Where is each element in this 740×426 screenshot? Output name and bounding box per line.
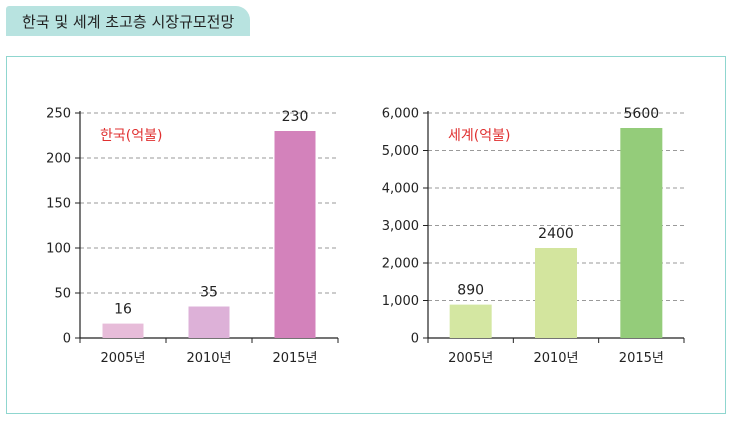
chart1-unit-label: 한국(억불) [100, 128, 162, 144]
chart1-y-tick-label: 150 [46, 197, 71, 212]
chart1-bar [188, 306, 230, 338]
chart1-data-label: 230 [282, 109, 309, 125]
chart1-y-tick-label: 200 [46, 152, 71, 167]
page-title: 한국 및 세계 초고층 시장규모전망 [22, 12, 235, 31]
chart1-data-label: 16 [114, 302, 132, 318]
chart2-x-tick-label: 2005년 [448, 351, 493, 366]
chart2-y-tick-label: 3,000 [382, 219, 419, 234]
chart2-y-tick-label: 4,000 [382, 182, 419, 197]
chart1-bar [274, 131, 316, 338]
chart2-data-label: 890 [457, 283, 484, 299]
chart2-y-tick-label: 5,000 [382, 144, 419, 159]
chart1-y-tick-label: 250 [46, 107, 71, 122]
chart2-data-label: 5600 [624, 106, 660, 122]
chart1-y-tick-label: 50 [54, 287, 71, 302]
chart2-y-tick-label: 1,000 [382, 294, 419, 309]
page-title-tab: 한국 및 세계 초고층 시장규모전망 [6, 6, 251, 36]
chart2-data-label: 2400 [538, 226, 574, 242]
chart1-x-tick-label: 2015년 [272, 351, 317, 366]
chart1-y-tick-label: 0 [63, 332, 71, 347]
chart2-y-tick-label: 0 [411, 332, 419, 347]
chart2-bar [620, 128, 663, 338]
chart2-unit-label: 세계(억불) [448, 128, 510, 144]
chart2-x-tick-label: 2015년 [619, 351, 664, 366]
chart2-bar [449, 304, 492, 338]
chart1-data-label: 35 [200, 285, 218, 301]
chart2-y-tick-label: 2,000 [382, 257, 419, 272]
chart1-bar [102, 323, 144, 338]
chart1-y-tick-label: 100 [46, 242, 71, 257]
chart-frame [6, 56, 726, 414]
chart2-bar [535, 248, 577, 338]
chart2-x-tick-label: 2010년 [533, 351, 578, 366]
chart1-x-tick-label: 2005년 [100, 351, 145, 366]
chart2-y-tick-label: 6,000 [382, 107, 419, 122]
chart1-x-tick-label: 2010년 [186, 351, 231, 366]
